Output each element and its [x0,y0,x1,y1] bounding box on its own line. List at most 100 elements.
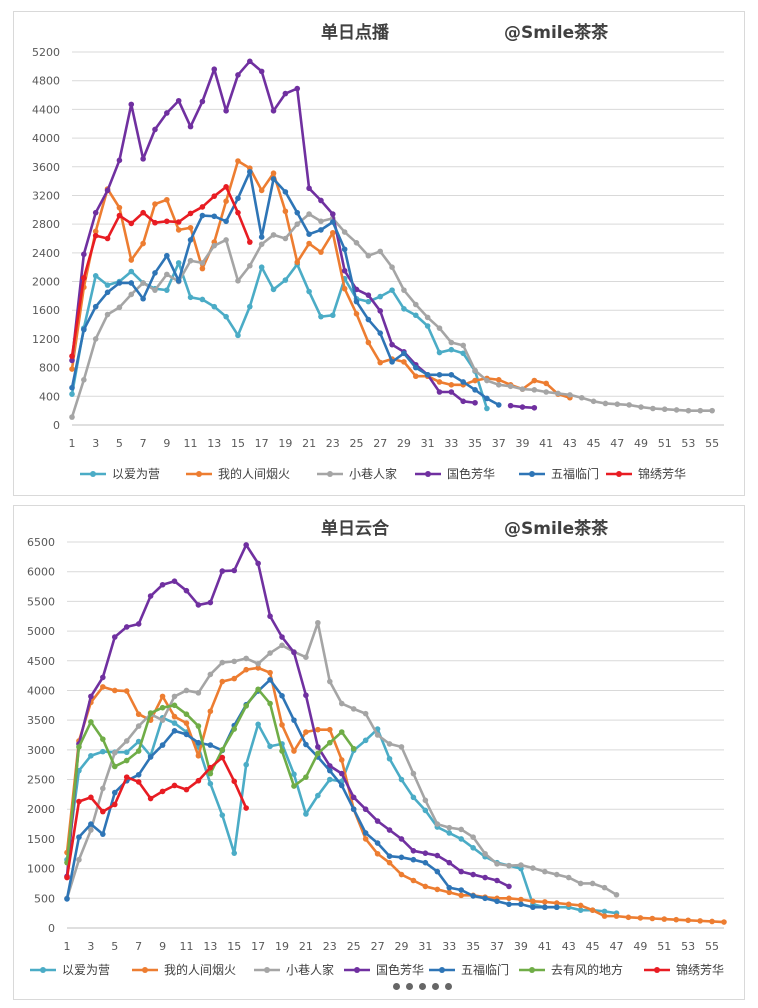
data-point [472,377,478,384]
y-tick-label: 2500 [27,774,55,787]
x-tick-label: 1 [69,437,76,450]
data-point [135,748,142,754]
data-point [401,359,407,365]
data-point [412,364,419,371]
watermark: @Smile茶茶 [504,518,609,539]
data-point [436,325,443,331]
data-point [519,404,526,410]
legend-marker [264,967,270,973]
data-point [152,270,158,276]
data-point [111,789,118,796]
y-tick-label: 5000 [27,625,55,638]
data-point [282,90,289,97]
data-point [81,251,87,258]
data-point [199,212,206,219]
data-point [123,738,130,744]
x-tick-label: 47 [609,940,623,953]
data-point [247,262,253,269]
data-point [231,567,238,574]
data-point [484,377,490,384]
y-tick-label: 0 [48,922,55,935]
data-point [207,671,214,678]
series-3 [64,542,512,890]
data-point [531,404,538,411]
data-point [484,395,490,402]
x-tick-label: 21 [302,437,316,450]
legend-item: 五福临门 [429,962,509,977]
data-point [195,739,202,746]
watermark: @Smile茶茶 [504,22,609,43]
data-point [152,201,158,207]
y-tick-label: 4400 [32,103,60,116]
data-point [282,235,289,242]
data-point [542,868,548,875]
legend-label: 锦绣芳华 [676,963,724,977]
data-point [135,621,142,627]
data-point [64,896,70,902]
data-point [412,301,419,308]
data-point [362,806,369,813]
data-point [100,748,106,755]
data-point [291,717,297,723]
more-dots-icon[interactable] [387,978,457,994]
data-point [458,887,465,893]
data-point [422,797,429,804]
data-point [389,287,395,293]
x-tick-label: 55 [705,437,719,450]
data-point [219,812,226,818]
legend-label: 小巷人家 [349,466,397,481]
data-point [235,158,241,164]
data-point [553,904,560,911]
y-tick-label: 5200 [32,46,60,59]
y-tick-label: 2400 [32,247,60,260]
legend-marker [90,471,96,477]
data-point [219,754,226,761]
y-tick-label: 800 [39,362,60,375]
data-point [386,859,393,866]
data-point [374,732,381,738]
legend-label: 国色芳华 [447,467,495,481]
x-tick-label: 53 [681,437,695,450]
y-tick-label: 4000 [27,684,55,697]
data-point [279,748,285,754]
legend-item: 以爱为营 [30,963,110,977]
data-point [282,208,289,215]
data-point [128,101,135,108]
data-point [482,850,488,857]
data-point [365,292,372,298]
data-point [247,168,253,175]
chart-yunhe: 单日云合 @Smile茶茶 05001000150020002500300035… [27,518,727,977]
data-point [279,722,285,728]
data-point [625,914,632,921]
data-point [661,916,668,922]
data-point [673,407,680,413]
data-point [187,123,194,130]
data-point [267,669,273,676]
data-point [152,219,158,226]
legend-item: 国色芳华 [344,963,424,977]
data-point [365,316,372,323]
data-point [183,587,190,594]
data-point [92,273,99,279]
x-tick-label: 29 [394,940,408,953]
data-point [410,794,417,801]
data-point [116,280,123,286]
series-line [70,170,500,407]
data-point [410,856,417,863]
data-point [171,578,178,584]
data-point [255,721,261,728]
data-point [685,407,692,414]
data-point [159,788,166,795]
data-point [553,900,560,906]
data-point [270,108,277,114]
data-point [258,234,265,240]
x-tick-label: 43 [563,437,577,450]
data-point [365,298,372,305]
data-point [306,240,312,247]
x-tick-label: 49 [633,940,647,953]
data-point [183,786,190,793]
data-point [111,750,118,756]
legend-item: 去有风的地方 [519,962,623,977]
data-point [306,288,312,295]
legend-marker [196,471,202,477]
